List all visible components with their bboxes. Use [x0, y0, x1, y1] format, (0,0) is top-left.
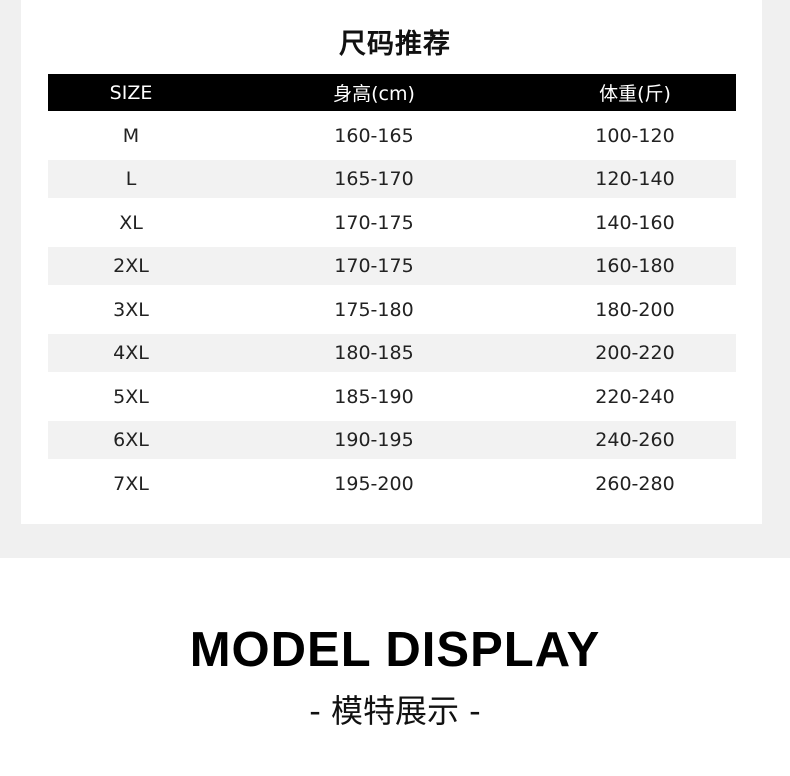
header-weight: 体重(斤) [599, 83, 671, 105]
table-row: 3XL 175-180 180-200 [48, 285, 736, 334]
height-cell: 160-165 [334, 124, 414, 147]
size-cell: 6XL [113, 429, 149, 451]
weight-cell: 140-160 [595, 211, 675, 234]
size-cell: XL [119, 211, 143, 234]
table-row: 5XL 185-190 220-240 [48, 372, 736, 421]
section-subheading: - 模特展示 - [309, 692, 481, 730]
height-cell: 170-175 [334, 255, 414, 277]
height-cell: 185-190 [334, 385, 414, 408]
size-cell: M [122, 124, 140, 147]
height-cell: 180-185 [334, 342, 414, 364]
weight-cell: 100-120 [595, 124, 675, 147]
table-row: 7XL 195-200 260-280 [48, 459, 736, 508]
size-cell: 2XL [113, 255, 149, 277]
size-cell: L [125, 168, 137, 190]
weight-cell: 160-180 [595, 255, 675, 277]
weight-cell: 240-260 [595, 429, 675, 451]
size-table: SIZE 身高(cm) 体重(斤) M 160-165 100-120 L 165-17… [48, 74, 736, 508]
header-height: 身高(cm) [333, 83, 415, 105]
size-cell: 3XL [113, 298, 149, 321]
table-row: L 165-170 120-140 [48, 160, 736, 198]
table-header: SIZE 身高(cm) 体重(斤) [48, 74, 736, 111]
table-row: M 160-165 100-120 [48, 111, 736, 160]
header-size: SIZE [109, 81, 153, 104]
size-cell: 5XL [113, 385, 149, 408]
height-cell: 195-200 [334, 472, 414, 495]
size-cell: 7XL [113, 472, 149, 495]
table-row: 2XL 170-175 160-180 [48, 247, 736, 285]
section-heading: MODEL DISPLAY [189, 623, 601, 677]
weight-cell: 180-200 [595, 298, 675, 321]
weight-cell: 260-280 [595, 472, 675, 495]
weight-cell: 220-240 [595, 385, 675, 408]
size-chart-title: 尺码推荐 [339, 29, 451, 60]
weight-cell: 200-220 [595, 342, 675, 364]
table-row: 6XL 190-195 240-260 [48, 421, 736, 459]
height-cell: 165-170 [334, 168, 414, 190]
height-cell: 190-195 [334, 429, 414, 451]
table-row: XL 170-175 140-160 [48, 198, 736, 247]
weight-cell: 120-140 [595, 168, 675, 190]
size-cell: 4XL [113, 342, 149, 364]
height-cell: 175-180 [334, 298, 414, 321]
height-cell: 170-175 [334, 211, 414, 234]
table-row: 4XL 180-185 200-220 [48, 334, 736, 372]
